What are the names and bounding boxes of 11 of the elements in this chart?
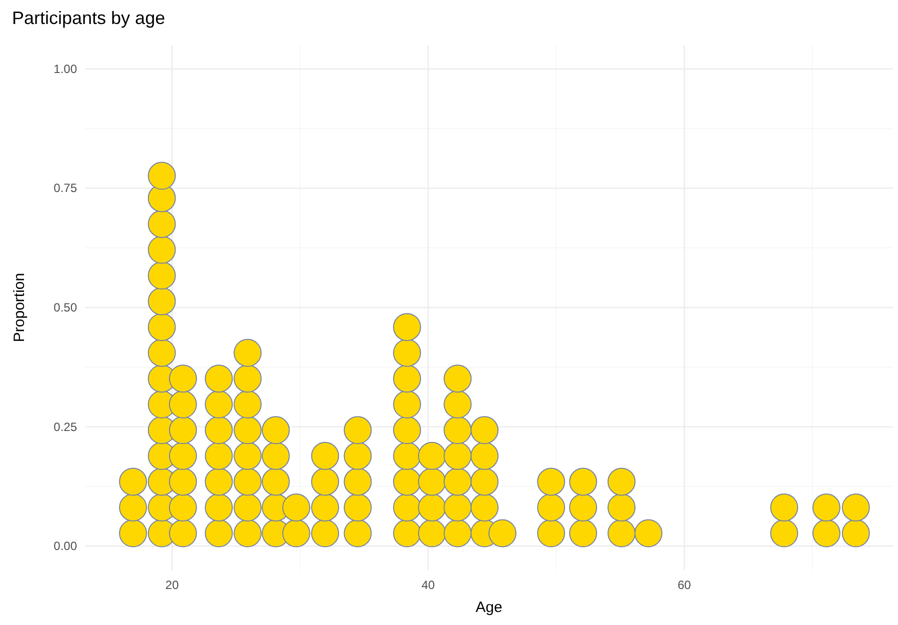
chart-title: Participants by age — [12, 8, 166, 28]
y-tick-label: 0.25 — [54, 420, 78, 434]
y-tick-label: 0.50 — [54, 300, 78, 314]
y-axis-title: Proportion — [11, 272, 28, 342]
x-axis-title: Age — [476, 599, 502, 616]
y-tick-label: 0.00 — [54, 539, 78, 554]
y-tick-label: 0.75 — [54, 181, 78, 196]
x-tick-label: 40 — [421, 578, 436, 592]
y-tick-label: 1.00 — [54, 62, 78, 76]
x-tick-label: 60 — [678, 578, 692, 592]
x-tick-label: 20 — [165, 578, 180, 592]
